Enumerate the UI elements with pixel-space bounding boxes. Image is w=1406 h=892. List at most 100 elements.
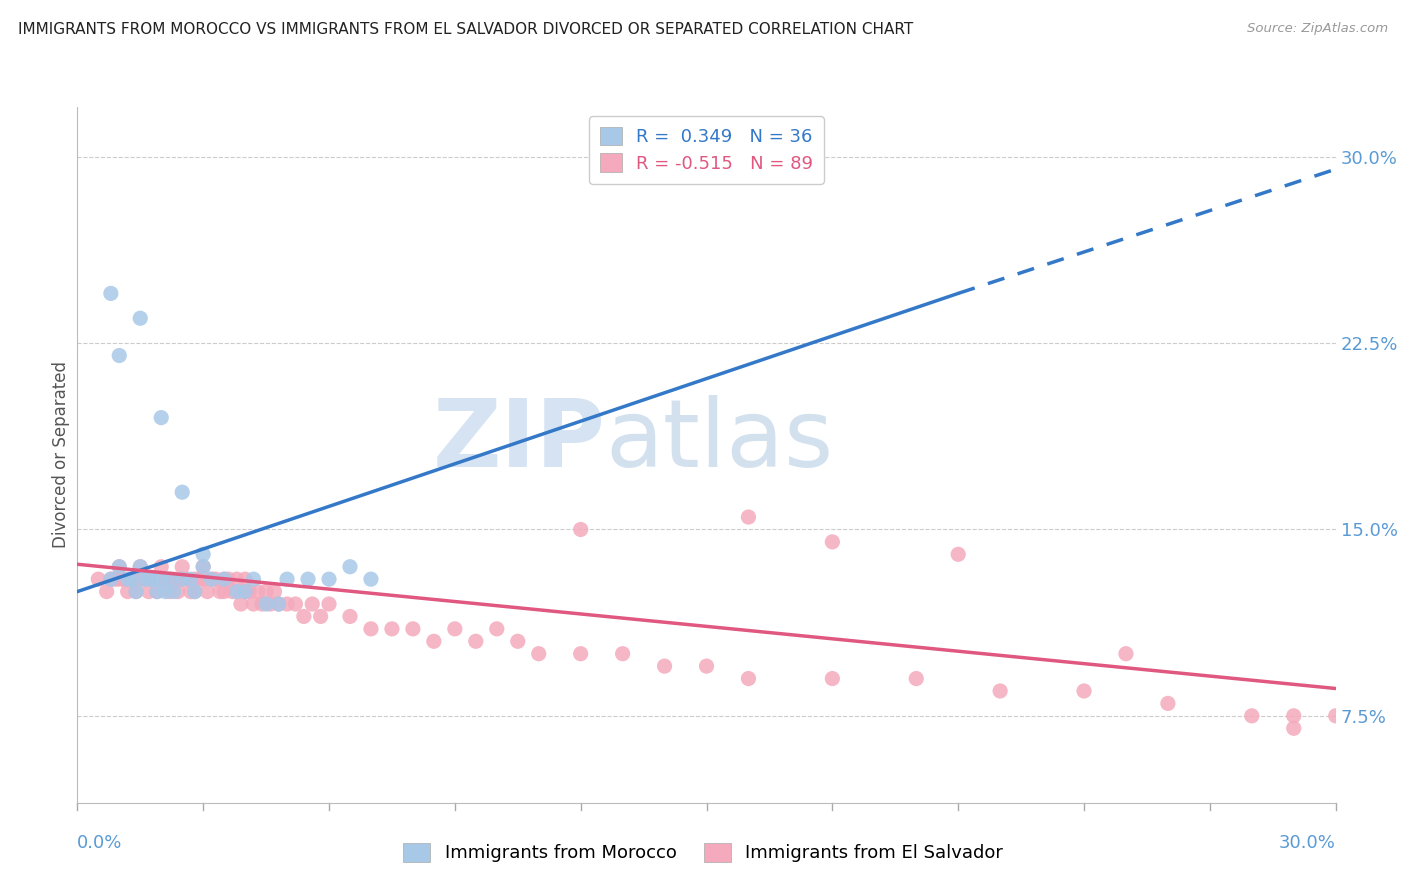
Text: atlas: atlas [606,395,834,487]
Point [125,584,148,599]
Point [225,584,247,599]
Point [267,597,290,611]
Text: Source: ZipAtlas.com: Source: ZipAtlas.com [1247,22,1388,36]
Point [905,672,928,686]
Point [172,559,194,574]
Point [155,584,177,599]
Point [242,572,264,586]
Point [100,286,122,301]
Point [96,584,118,599]
Point [176,572,198,586]
Point [172,572,194,586]
Point [87,572,110,586]
Point [159,572,181,586]
Point [1324,708,1347,723]
Point [821,535,844,549]
Point [150,559,173,574]
Point [246,584,269,599]
Point [485,622,508,636]
Point [250,597,273,611]
Point [121,572,143,586]
Point [117,572,139,586]
Point [129,559,152,574]
Point [108,349,131,363]
Text: IMMIGRANTS FROM MOROCCO VS IMMIGRANTS FROM EL SALVADOR DIVORCED OR SEPARATED COR: IMMIGRANTS FROM MOROCCO VS IMMIGRANTS FR… [18,22,914,37]
Point [172,572,194,586]
Point [309,609,332,624]
Point [444,622,467,636]
Point [180,584,202,599]
Point [654,659,676,673]
Point [146,584,169,599]
Point [737,510,759,524]
Point [612,647,634,661]
Point [381,622,404,636]
Point [184,584,207,599]
Point [138,584,160,599]
Point [129,311,152,326]
Point [167,584,190,599]
Point [163,572,186,586]
Point [318,572,340,586]
Point [360,572,382,586]
Point [948,547,970,561]
Point [1073,684,1095,698]
Point [301,597,323,611]
Point [191,559,215,574]
Point [254,597,277,611]
Point [225,572,247,586]
Point [163,584,186,599]
Point [569,523,592,537]
Point [254,584,277,599]
Point [180,572,202,586]
Point [1157,697,1180,711]
Legend: R =  0.349   N = 36, R = -0.515   N = 89: R = 0.349 N = 36, R = -0.515 N = 89 [589,116,824,184]
Point [242,597,264,611]
Point [212,572,235,586]
Point [108,559,131,574]
Point [100,572,122,586]
Point [184,572,207,586]
Point [191,572,215,586]
Point [142,572,165,586]
Point [142,572,165,586]
Point [117,572,139,586]
Point [125,584,148,599]
Point [172,485,194,500]
Point [121,572,143,586]
Point [200,572,222,586]
Point [142,572,165,586]
Point [318,597,340,611]
Point [229,597,252,611]
Point [423,634,446,648]
Point [339,609,361,624]
Point [506,634,529,648]
Point [150,572,173,586]
Point [200,572,222,586]
Point [129,559,152,574]
Text: ZIP: ZIP [433,395,606,487]
Point [212,584,235,599]
Point [155,572,177,586]
Point [276,597,298,611]
Point [108,559,131,574]
Y-axis label: Divorced or Separated: Divorced or Separated [52,361,70,549]
Point [159,572,181,586]
Point [195,584,218,599]
Point [464,634,486,648]
Point [150,410,173,425]
Point [1115,647,1137,661]
Point [297,572,319,586]
Point [737,672,759,686]
Point [184,584,207,599]
Text: 30.0%: 30.0% [1279,834,1336,852]
Point [1240,708,1263,723]
Point [138,572,160,586]
Point [150,572,173,586]
Point [100,572,122,586]
Point [191,547,215,561]
Point [233,584,256,599]
Point [284,597,307,611]
Point [221,584,243,599]
Point [112,572,135,586]
